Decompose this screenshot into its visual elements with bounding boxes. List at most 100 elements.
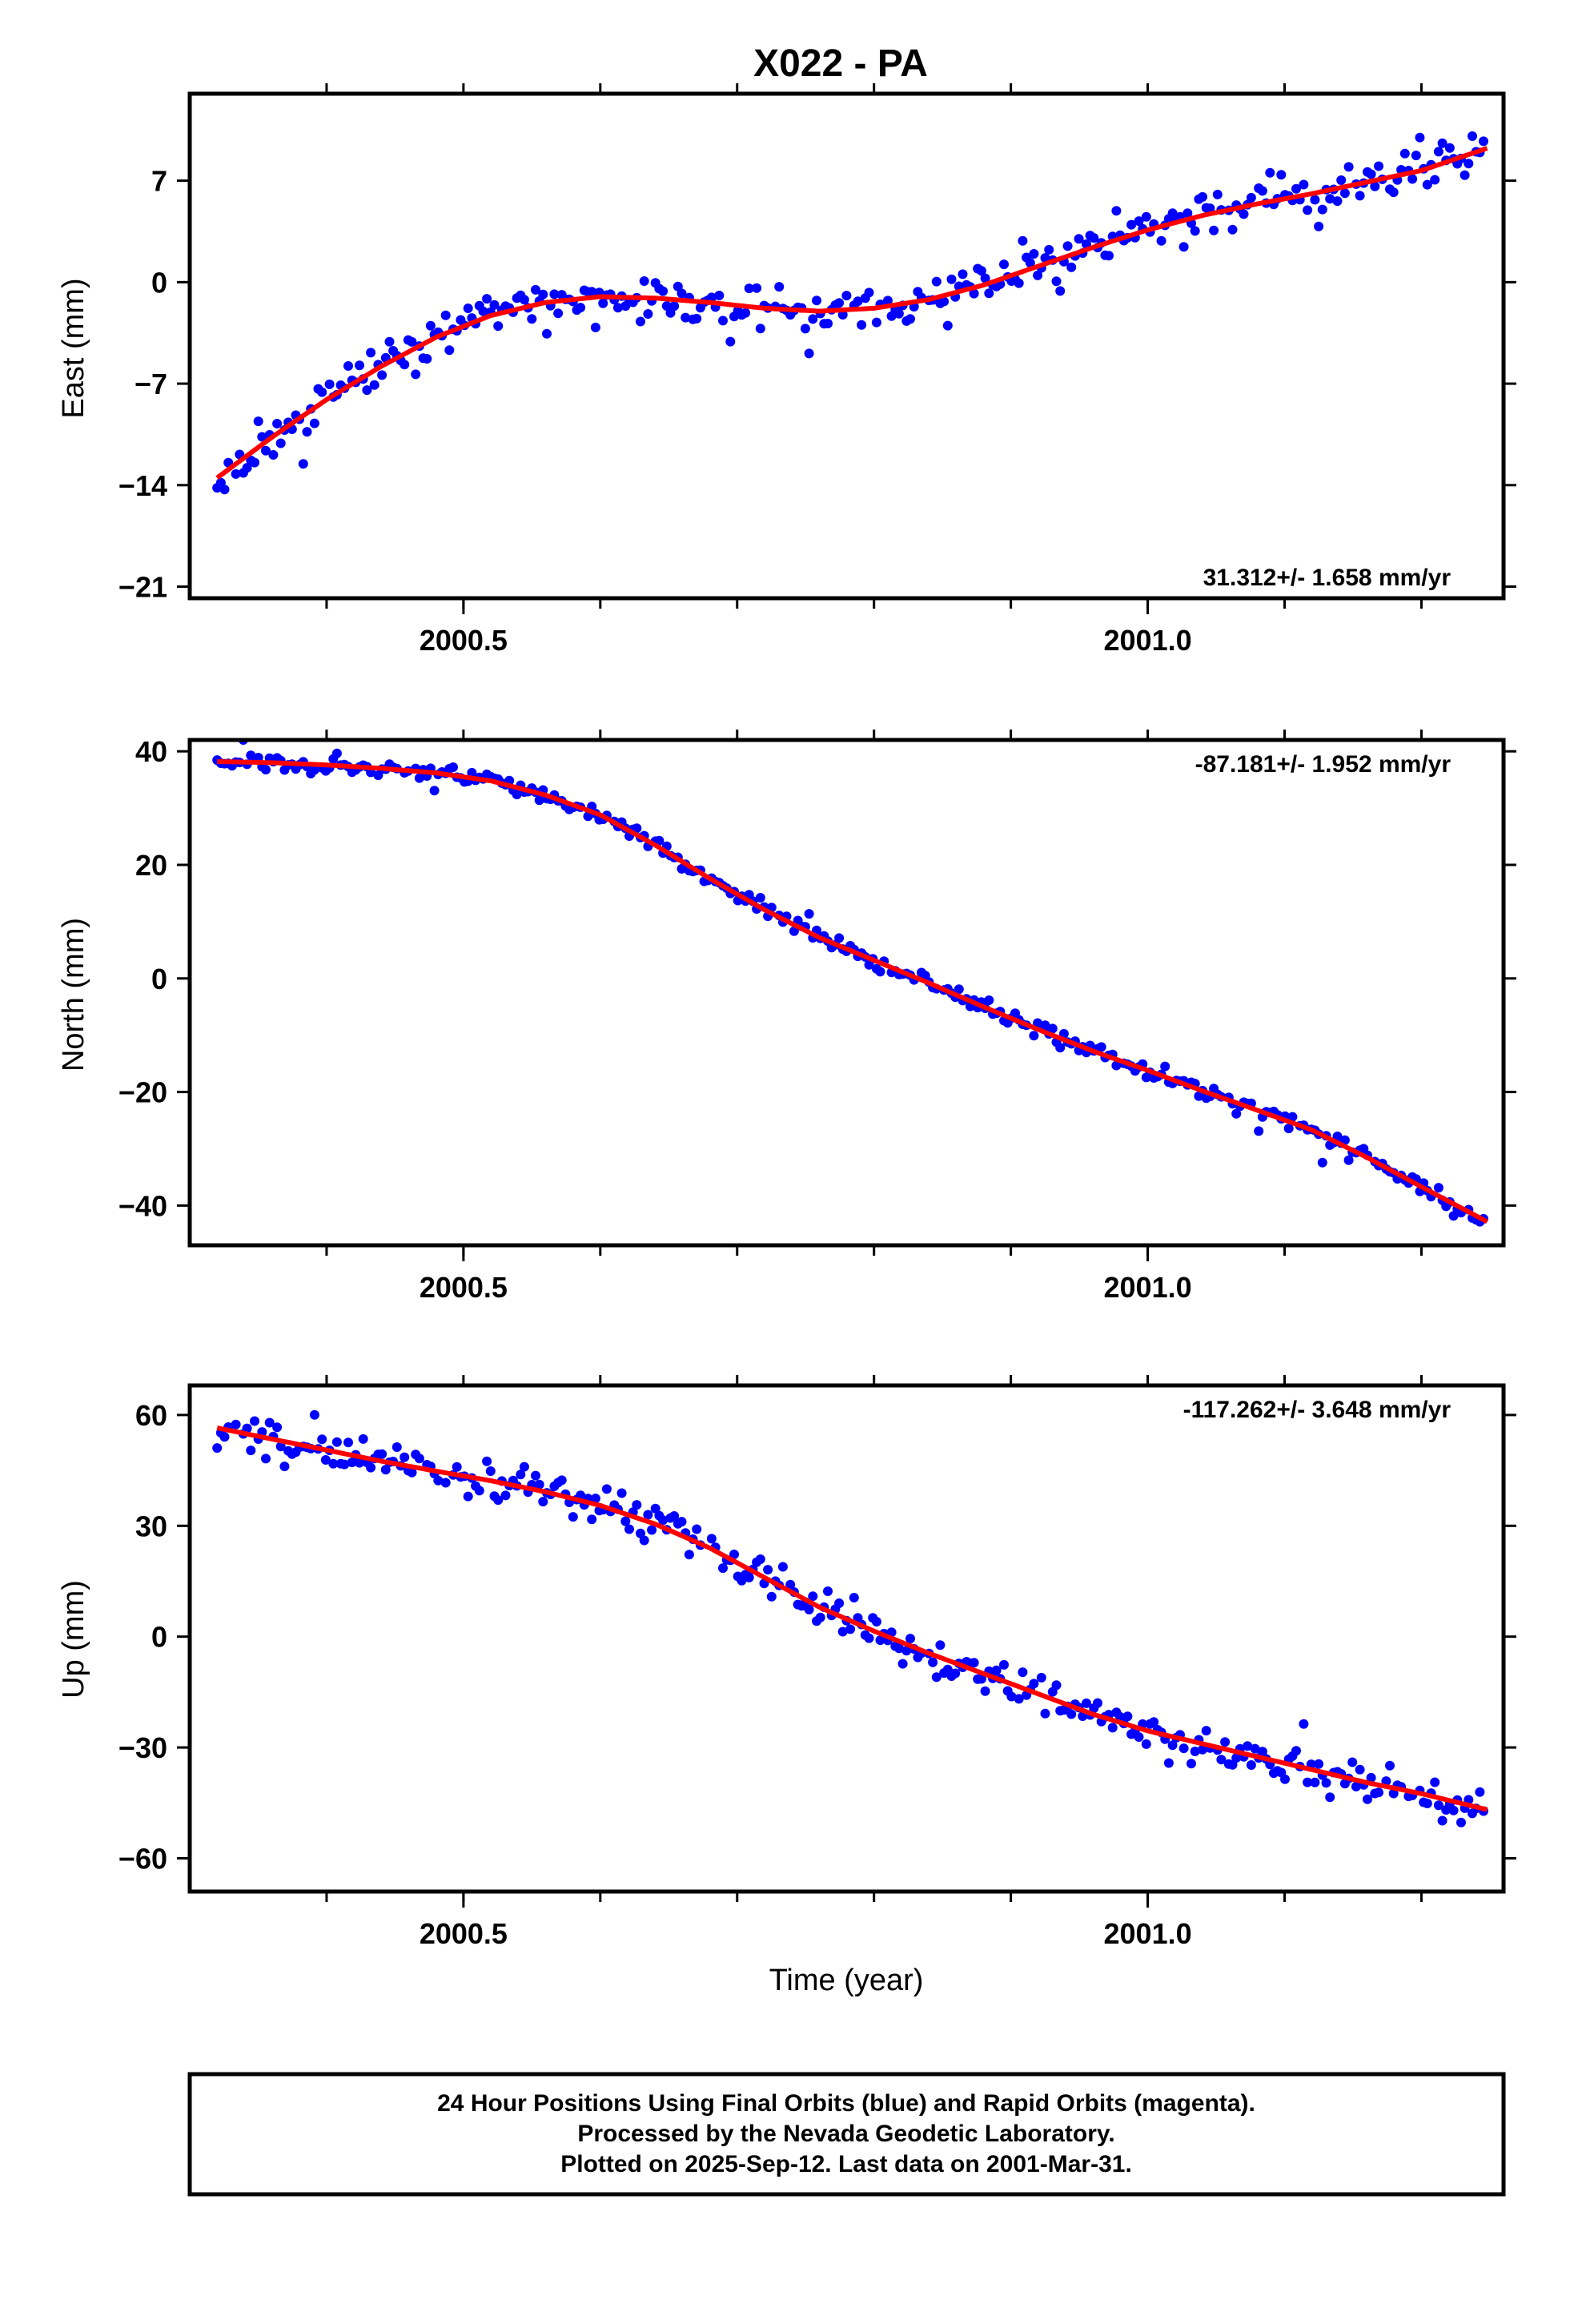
up-data-point bbox=[1381, 1776, 1391, 1787]
east-data-point bbox=[422, 354, 432, 364]
x-axis-label: Time (year) bbox=[769, 1964, 924, 1997]
east-data-point bbox=[841, 291, 852, 301]
east-data-point bbox=[661, 301, 672, 311]
up-data-point bbox=[264, 1417, 275, 1428]
east-data-point bbox=[958, 269, 968, 279]
up-data-point bbox=[400, 1452, 410, 1462]
up-data-point bbox=[1018, 1667, 1028, 1678]
east-data-point bbox=[1317, 204, 1327, 215]
up-data-point bbox=[647, 1525, 657, 1535]
east-data-point bbox=[253, 416, 263, 427]
up-data-point bbox=[1029, 1679, 1039, 1689]
north-frame bbox=[187, 738, 1506, 1248]
east-data-point bbox=[1437, 138, 1447, 148]
up-data-point bbox=[601, 1484, 612, 1494]
east-data-point bbox=[893, 308, 904, 319]
up-data-point bbox=[928, 1657, 938, 1667]
east-data-point bbox=[800, 324, 810, 334]
up-data-point bbox=[1190, 1747, 1200, 1756]
east-data-point bbox=[834, 298, 845, 308]
east-data-point bbox=[268, 450, 279, 460]
east-data-point bbox=[493, 321, 504, 332]
east-data-point bbox=[1276, 170, 1287, 180]
up-data-point bbox=[1186, 1759, 1196, 1769]
east-data-point bbox=[823, 319, 833, 328]
up-data-point bbox=[1433, 1800, 1443, 1811]
east-data-point bbox=[1190, 226, 1200, 236]
up-data-point bbox=[620, 1516, 631, 1526]
up-data-point bbox=[485, 1466, 496, 1476]
up-data-point bbox=[1082, 1698, 1091, 1708]
north-data-point bbox=[331, 748, 342, 758]
up-data-point bbox=[1347, 1757, 1358, 1767]
caption-line-2: Processed by the Nevada Geodetic Laborat… bbox=[577, 2121, 1114, 2147]
east-frame bbox=[187, 91, 1506, 601]
east-y-tick-label: −21 bbox=[118, 571, 167, 604]
east-data-point bbox=[250, 457, 259, 468]
north-panel: 2000.5 2001.0 40 20 0 −20 −40 North (mm) -87.1… bbox=[57, 730, 1516, 1304]
up-data-point bbox=[391, 1442, 402, 1452]
east-data-point bbox=[1291, 183, 1301, 194]
east-data-point bbox=[882, 296, 893, 306]
up-data-point bbox=[658, 1515, 669, 1526]
up-data-point bbox=[1134, 1732, 1144, 1742]
east-y-axis-label: East (mm) bbox=[57, 278, 90, 418]
east-data-point bbox=[1339, 188, 1350, 199]
up-data-point bbox=[950, 1668, 961, 1679]
east-data-point bbox=[538, 289, 548, 300]
up-data-point bbox=[500, 1490, 511, 1501]
north-data-point bbox=[1283, 1124, 1294, 1134]
up-data-point bbox=[1122, 1711, 1133, 1722]
east-data-point bbox=[1468, 131, 1477, 141]
up-data-point bbox=[1216, 1755, 1227, 1765]
up-data-point bbox=[639, 1535, 649, 1546]
east-data-point bbox=[1314, 221, 1324, 231]
east-data-point bbox=[527, 314, 537, 324]
east-data-point bbox=[1460, 170, 1470, 180]
up-data-point bbox=[1355, 1764, 1365, 1775]
north-data-point bbox=[875, 967, 885, 977]
up-data-point bbox=[931, 1672, 942, 1683]
up-data-point bbox=[1231, 1753, 1242, 1763]
east-data-point bbox=[741, 308, 751, 318]
up-data-point bbox=[587, 1514, 597, 1525]
up-data-point bbox=[1291, 1746, 1301, 1756]
east-data-point bbox=[369, 380, 379, 390]
east-data-point bbox=[1355, 191, 1365, 201]
up-data-point bbox=[317, 1434, 327, 1445]
up-x-tick-label: 2001.0 bbox=[1104, 1917, 1192, 1950]
up-data-point bbox=[718, 1563, 728, 1574]
north-data-point bbox=[1029, 1031, 1039, 1041]
east-data-point bbox=[231, 468, 241, 479]
east-data-point bbox=[1407, 174, 1418, 184]
east-data-point bbox=[1066, 262, 1077, 272]
east-data-point bbox=[639, 276, 649, 286]
east-data-point bbox=[1126, 219, 1137, 230]
east-data-point bbox=[444, 345, 455, 356]
east-data-point bbox=[976, 266, 986, 276]
east-data-point bbox=[261, 445, 271, 456]
up-data-point bbox=[1014, 1694, 1024, 1704]
east-data-point bbox=[366, 348, 376, 358]
east-data-point bbox=[871, 317, 881, 328]
east-x-tick-label: 2000.5 bbox=[420, 624, 508, 657]
north-fit-line bbox=[217, 758, 1488, 1224]
up-data-point bbox=[624, 1524, 634, 1534]
east-data-point bbox=[549, 289, 560, 300]
up-data-point bbox=[1220, 1737, 1231, 1747]
up-data-point bbox=[272, 1422, 283, 1433]
up-data-point bbox=[1246, 1760, 1256, 1770]
east-data-point bbox=[1239, 209, 1249, 219]
up-data-point bbox=[1280, 1774, 1290, 1784]
east-data-point bbox=[219, 485, 230, 495]
east-y-tick-label: −14 bbox=[118, 469, 167, 502]
north-data-point bbox=[984, 995, 994, 1005]
east-data-point bbox=[1104, 251, 1114, 261]
up-data-point bbox=[991, 1665, 1002, 1675]
east-data-point bbox=[355, 360, 364, 371]
east-data-point bbox=[576, 303, 586, 313]
east-data-point bbox=[980, 273, 990, 283]
north-plot-area: 2000.5 2001.0 40 20 0 −20 −40 bbox=[118, 730, 1516, 1304]
up-data-point bbox=[1036, 1672, 1046, 1683]
east-plot-area: 2000.5 2001.0 7 0 −7 −14 −21 bbox=[118, 83, 1516, 657]
